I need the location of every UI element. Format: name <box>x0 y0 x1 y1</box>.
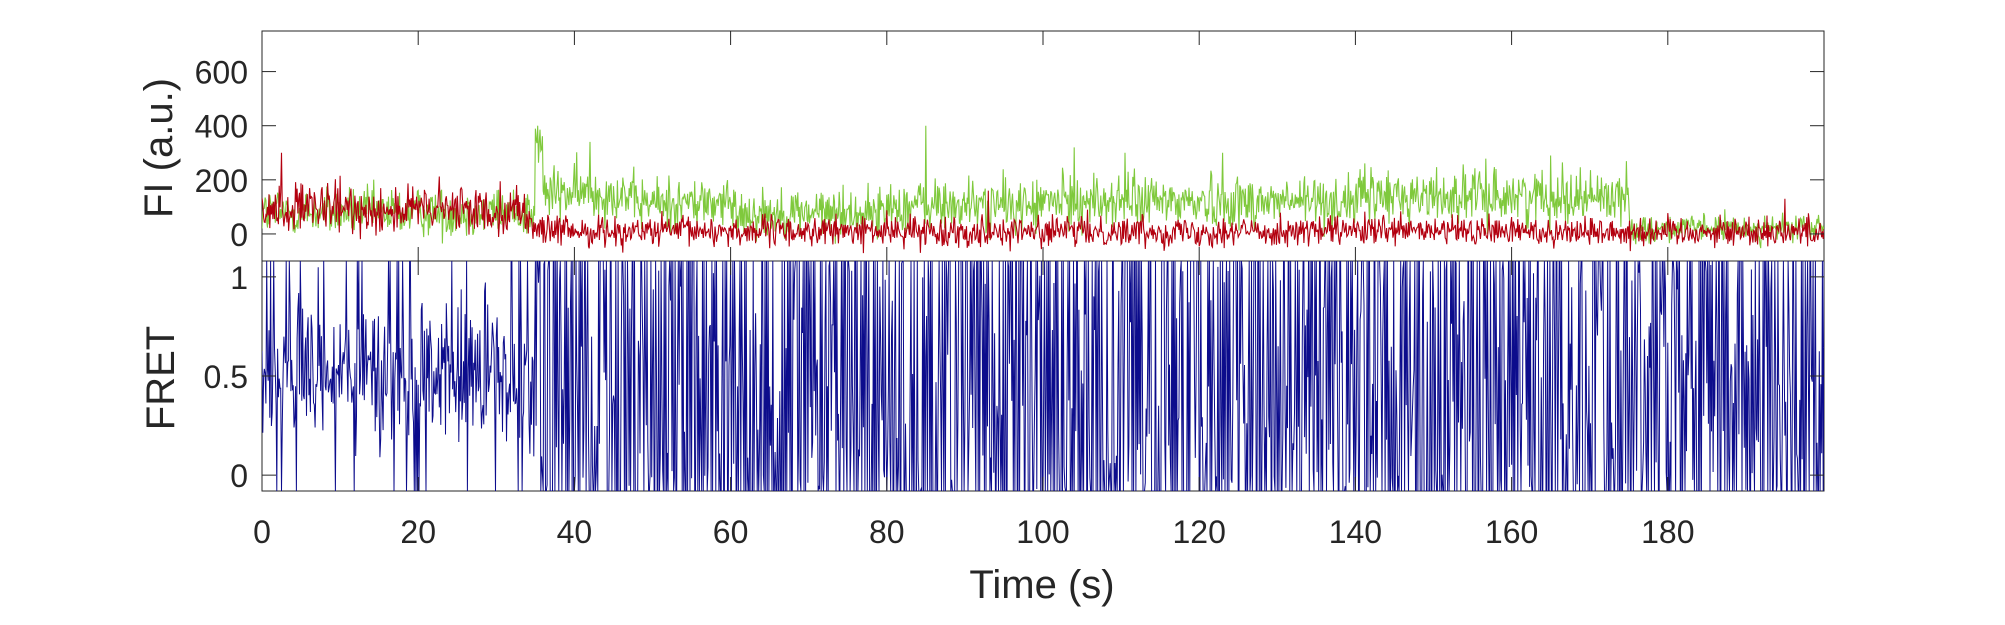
time-x-tick-label: 120 <box>1173 514 1226 550</box>
intensity-panel: 0 200 400 600 FI (a.u.) <box>137 30 1825 262</box>
fret-y-tick-label: 1 <box>230 260 248 296</box>
intensity-y-ticks: 0 200 400 600 <box>195 55 1824 253</box>
intensity-series-group <box>262 125 1824 254</box>
intensity-y-tick-label: 400 <box>195 109 248 145</box>
fret-y-axis-label: FRET <box>139 326 183 430</box>
time-x-tick-label: 20 <box>400 514 436 550</box>
time-x-tick-label: 180 <box>1641 514 1694 550</box>
intensity-y-tick-label: 0 <box>230 217 248 253</box>
intensity-y-tick-label: 200 <box>195 163 248 199</box>
time-x-tick-label: 60 <box>713 514 749 550</box>
fret-y-ticks: 00.51 <box>204 260 1824 494</box>
fret-series-group <box>262 261 1824 491</box>
intensity-axes-box <box>261 30 1825 262</box>
time-x-tick-label: 140 <box>1329 514 1382 550</box>
fret-series-1 <box>262 261 1824 491</box>
intensity-y-axis-label: FI (a.u.) <box>137 78 181 218</box>
intensity-series-2 <box>262 152 1824 254</box>
time-x-axis-label: Time (s) <box>969 563 1114 607</box>
time-x-ticks: 0 20 40 60 80 100 120 140 160 180 <box>253 31 1694 550</box>
time-x-tick-label: 80 <box>869 514 905 550</box>
time-x-tick-label: 0 <box>253 514 271 550</box>
fret-y-tick-label: 0.5 <box>204 359 248 395</box>
time-x-tick-label: 40 <box>557 514 593 550</box>
time-x-tick-label: 160 <box>1485 514 1538 550</box>
intensity-y-tick-label: 600 <box>195 55 248 91</box>
fret-panel: 00.51 FRET <box>139 260 1825 494</box>
fret-y-tick-label: 0 <box>230 458 248 494</box>
time-x-tick-label: 100 <box>1016 514 1069 550</box>
